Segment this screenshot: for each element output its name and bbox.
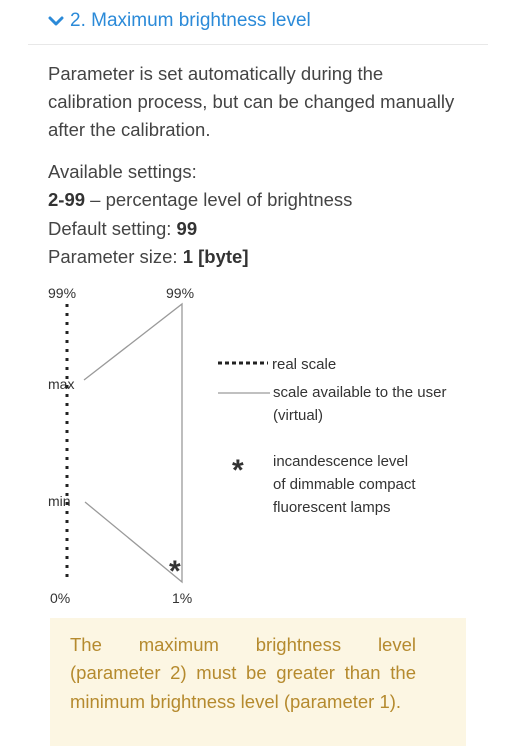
section-header[interactable]: 2. Maximum brightness level xyxy=(48,6,488,36)
size-value: 1 [byte] xyxy=(182,245,249,267)
right-bottom-label: 1% xyxy=(172,590,192,606)
max-label: max xyxy=(48,376,74,392)
range-value: 2-99 xyxy=(48,189,86,211)
right-top-label: 99% xyxy=(166,285,194,301)
settings-block: Available settings: 2-99 – percentage le… xyxy=(48,158,488,271)
left-bottom-label: 0% xyxy=(50,590,70,606)
legend-virtual-label-1: scale available to the user xyxy=(273,384,446,401)
size-label: Parameter size: xyxy=(48,245,183,267)
scale-diagram: 99% 99% max min 0% 1% * real scale scale… xyxy=(48,285,446,606)
default-label: Default setting: xyxy=(48,217,177,239)
divider xyxy=(28,44,488,45)
legend-virtual-label-2: (virtual) xyxy=(273,407,323,424)
range-desc: – percentage level of brightness xyxy=(85,189,353,211)
chevron-down-icon xyxy=(48,16,64,26)
size-line: Parameter size: 1 [byte] xyxy=(48,243,488,271)
warning-note: The maximum brightness level (parameter … xyxy=(50,618,466,746)
available-settings-label: Available settings: xyxy=(48,161,197,182)
description-text: Parameter is set automatically during th… xyxy=(48,63,455,140)
min-label: min xyxy=(48,493,71,509)
legend-star-label-3: fluorescent lamps xyxy=(273,499,391,516)
range-line: 2-99 – percentage level of brightness xyxy=(48,186,488,214)
legend-real-label: real scale xyxy=(272,356,336,373)
virtual-scale-line xyxy=(83,302,183,584)
default-value: 99 xyxy=(176,217,198,239)
left-top-label: 99% xyxy=(48,285,76,301)
default-line: Default setting: 99 xyxy=(48,215,488,243)
legend-star-label-1: incandescence level xyxy=(273,453,408,470)
star-marker-icon: * xyxy=(169,555,181,588)
section-title: 2. Maximum brightness level xyxy=(70,10,311,31)
legend-star-icon: * xyxy=(232,454,244,487)
legend-star-label-2: of dimmable compact xyxy=(273,476,416,493)
